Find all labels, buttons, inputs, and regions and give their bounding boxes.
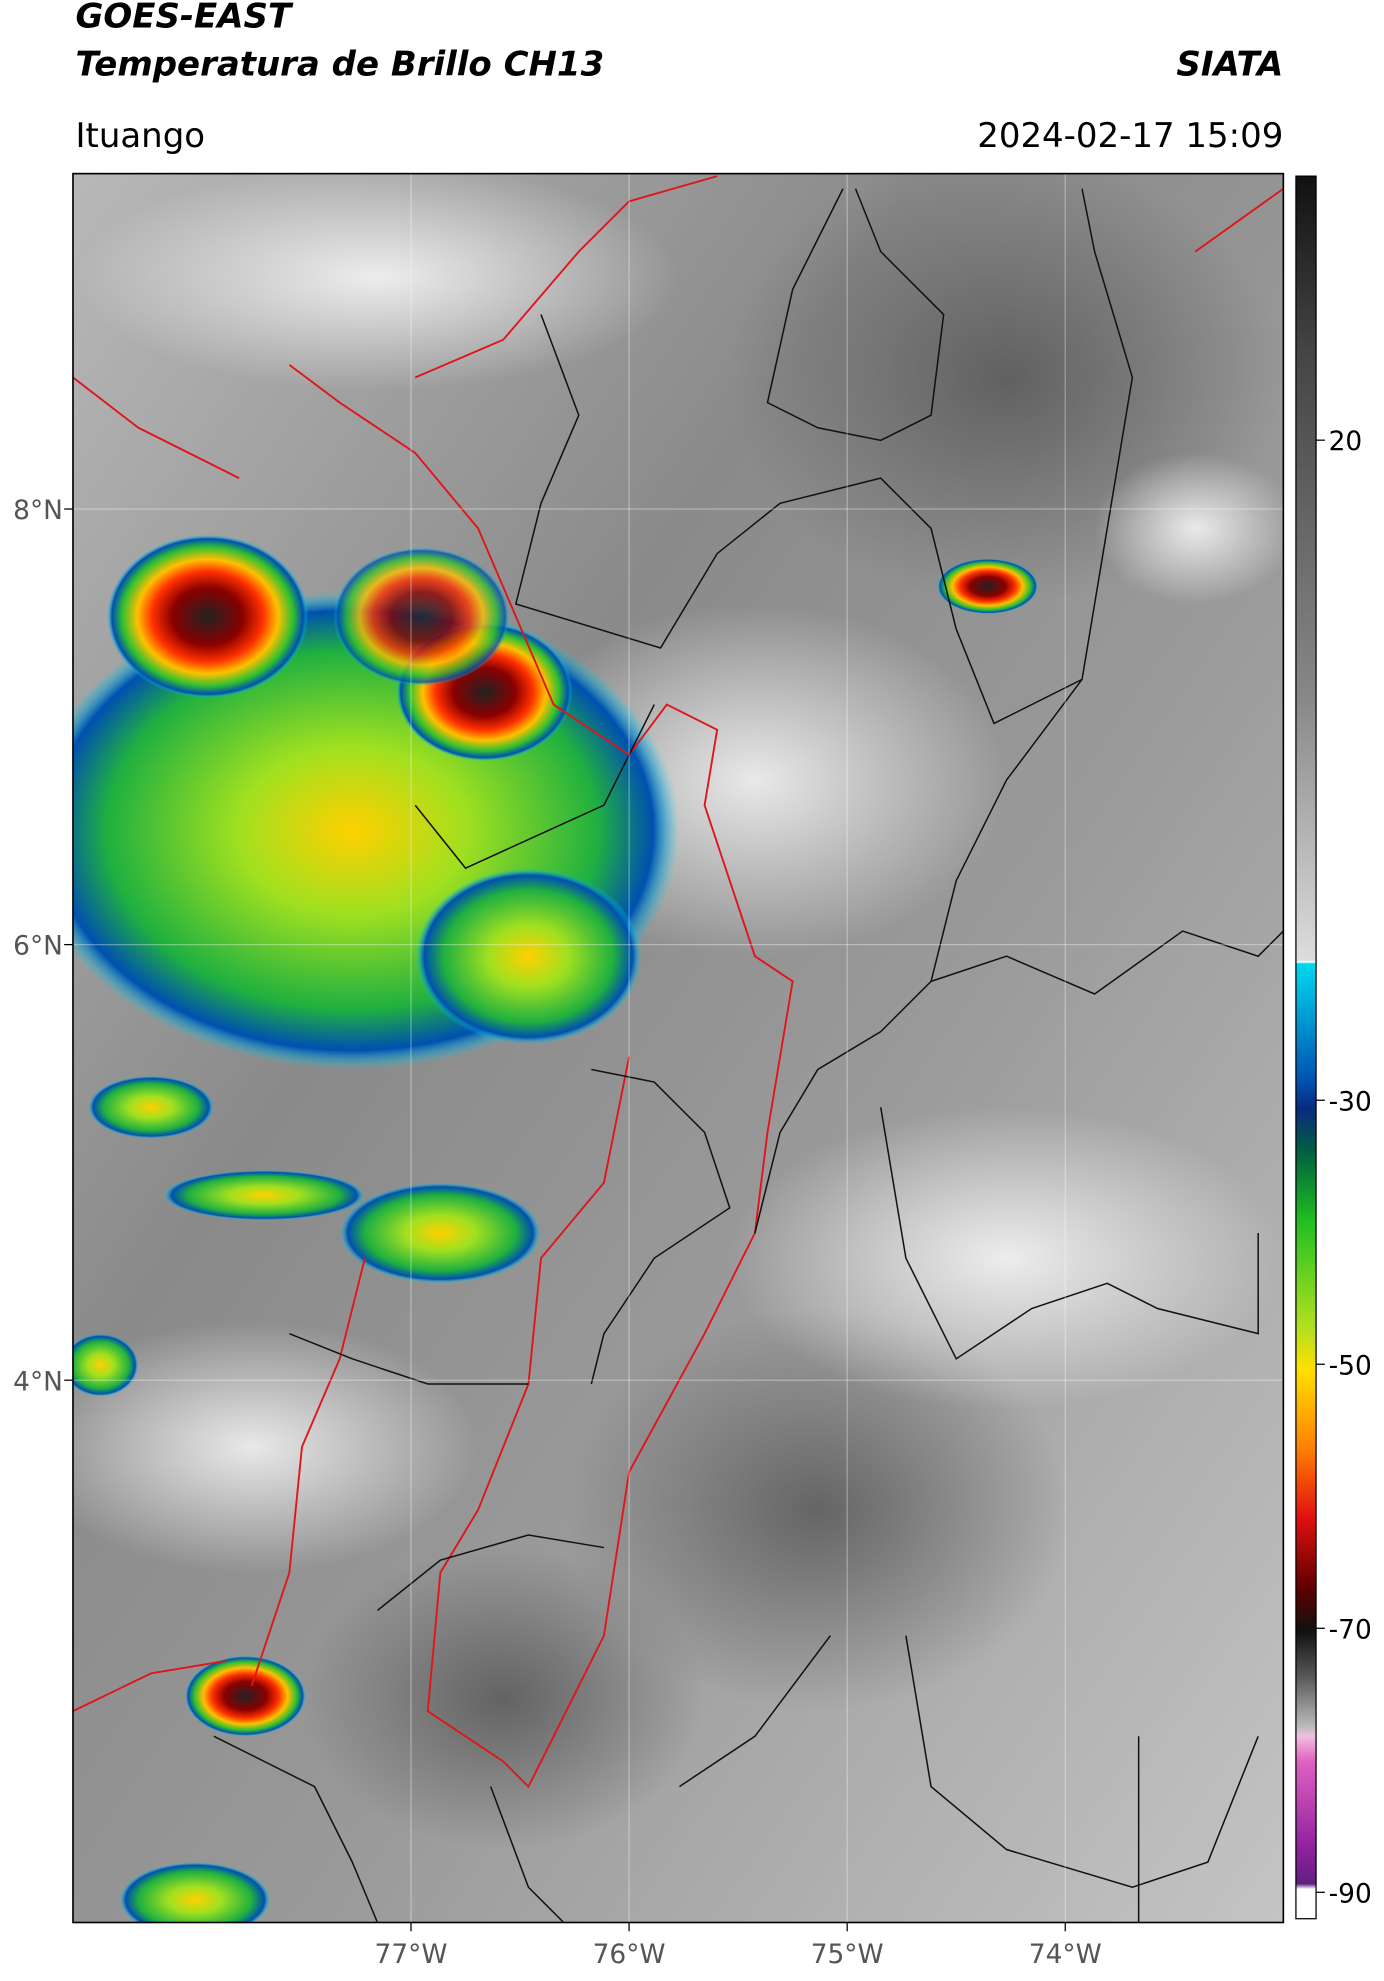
x-tick-label: 75°W: [811, 1939, 884, 1970]
x-tick-label: 74°W: [1029, 1939, 1102, 1970]
colorbar: [1295, 175, 1317, 1920]
y-tick-label: 6°N: [13, 931, 63, 962]
subtitle: Temperatura de Brillo CH13: [75, 44, 604, 84]
timestamp: 2024-02-17 15:09: [977, 116, 1283, 156]
graticule: [72, 173, 1284, 1923]
satellite-image: [72, 173, 1284, 1923]
location: Ituango: [75, 116, 205, 156]
x-tick-label: 77°W: [375, 1939, 448, 1970]
colorbar-tick-label: -50: [1329, 1350, 1372, 1381]
colorbar-tick-label: -30: [1329, 1086, 1372, 1117]
colorbar-tick-label: -70: [1329, 1614, 1372, 1645]
brand: SIATA: [1176, 44, 1283, 84]
colorbar-tick-label: -90: [1329, 1878, 1372, 1909]
title: GOES-EAST: [75, 0, 293, 37]
map-frame: [72, 172, 1285, 1924]
x-tick-label: 76°W: [593, 1939, 666, 1970]
y-tick-label: 8°N: [13, 495, 63, 526]
colorbar-tick-label: 20: [1329, 426, 1363, 457]
y-tick-label: 4°N: [13, 1366, 63, 1397]
